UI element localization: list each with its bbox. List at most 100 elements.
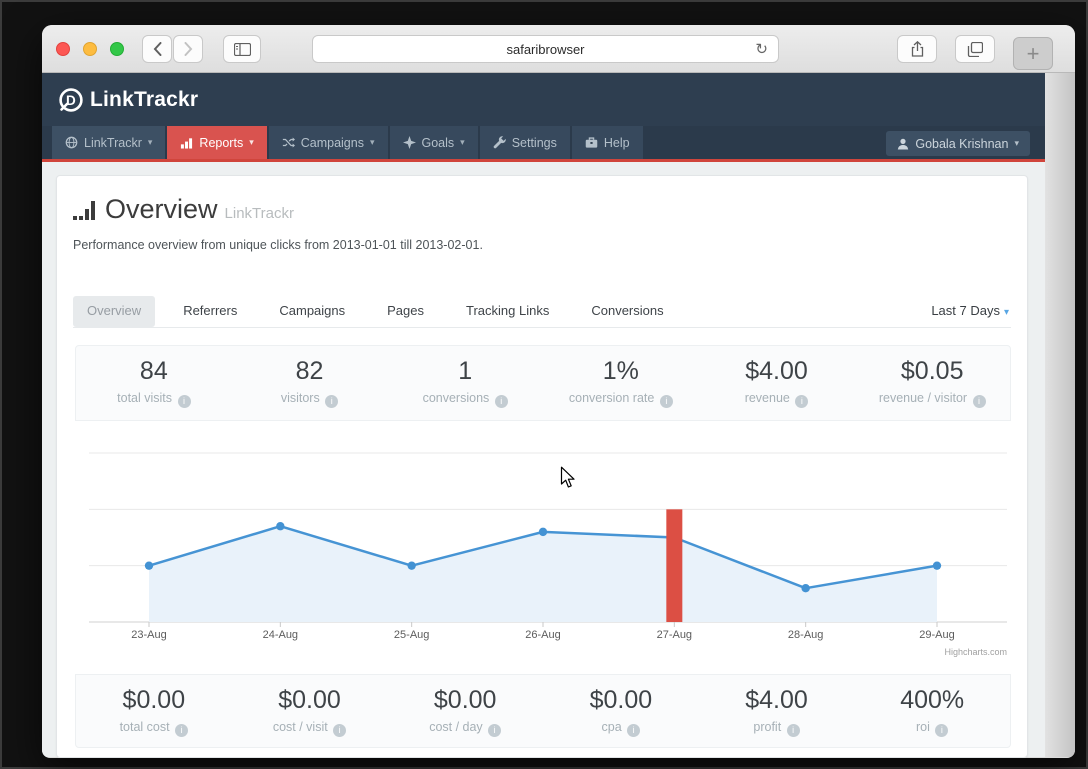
stat-label: visitors i xyxy=(232,391,388,408)
tab-referrers[interactable]: Referrers xyxy=(183,303,238,318)
info-icon[interactable]: i xyxy=(325,395,339,408)
info-icon[interactable]: i xyxy=(935,724,949,737)
browser-window: safaribrowser ↻ + D xyxy=(42,25,1075,758)
stat-value: $0.00 xyxy=(278,686,341,714)
share-button[interactable] xyxy=(897,35,937,63)
stat-cost-visit: $0.00 cost / visit i xyxy=(232,675,388,747)
tab-tracking-links[interactable]: Tracking Links xyxy=(466,303,550,318)
address-bar[interactable]: safaribrowser ↻ xyxy=(312,35,779,63)
mouse-cursor xyxy=(560,466,575,488)
user-icon xyxy=(897,138,909,150)
stats-panel-top: 84 total visits i 82 visitors i 1 conversions… xyxy=(75,345,1011,421)
date-range-dropdown[interactable]: Last 7 Days ▾ xyxy=(931,303,1009,318)
info-icon[interactable]: i xyxy=(488,724,502,737)
stat-total-cost: $0.00 total cost i xyxy=(76,675,232,747)
sidebar-button[interactable] xyxy=(223,35,261,63)
nav-item-label: Settings xyxy=(511,135,557,150)
stat-conversion-rate: 1% conversion rate i xyxy=(543,346,699,420)
info-icon[interactable]: i xyxy=(177,395,191,408)
window-controls xyxy=(56,42,124,56)
svg-text:27-Aug: 27-Aug xyxy=(657,629,692,641)
back-button[interactable] xyxy=(142,35,172,63)
stat-value: 400% xyxy=(900,686,965,714)
stat-value: 1% xyxy=(602,357,639,385)
page-title-suffix: LinkTrackr xyxy=(224,205,294,222)
svg-text:29-Aug: 29-Aug xyxy=(919,629,954,641)
svg-text:D: D xyxy=(66,93,76,108)
stat-profit: $4.00 profit i xyxy=(699,675,855,747)
user-menu[interactable]: Gobala Krishnan ▾ xyxy=(886,131,1030,156)
info-icon[interactable]: i xyxy=(786,724,800,737)
nav-item-settings[interactable]: Settings xyxy=(479,126,570,159)
info-icon[interactable]: i xyxy=(627,724,641,737)
globe-icon xyxy=(65,136,78,149)
overview-chart[interactable]: 23-Aug 24-Aug 25-Aug 26-Aug 27-Aug 28-Aug 29-A… xyxy=(81,427,1013,662)
briefcase-icon xyxy=(585,136,598,149)
show-tabs-button[interactable] xyxy=(955,35,995,63)
main-navbar: LinkTrackr ▾ Reports ▾ Campaigns ▾ Goals ▾ Setti… xyxy=(42,126,1045,162)
info-icon[interactable]: i xyxy=(175,724,189,737)
tab-pages[interactable]: Pages xyxy=(387,303,425,318)
date-range-label: Last 7 Days xyxy=(931,303,1000,318)
info-icon[interactable]: i xyxy=(795,395,809,408)
caret-down-icon: ▾ xyxy=(1003,307,1009,318)
nav-item-linktrackr[interactable]: LinkTrackr ▾ xyxy=(52,126,166,159)
stat-label: revenue i xyxy=(699,391,855,408)
svg-text:26-Aug: 26-Aug xyxy=(525,629,560,641)
close-window-icon[interactable] xyxy=(56,42,70,56)
chevron-left-icon xyxy=(153,42,161,56)
info-icon[interactable]: i xyxy=(972,395,986,408)
stat-label: roi i xyxy=(854,720,1010,737)
nav-item-help[interactable]: Help xyxy=(571,126,643,159)
info-icon[interactable]: i xyxy=(659,395,673,408)
svg-text:23-Aug: 23-Aug xyxy=(131,629,166,641)
stat-label: cpa i xyxy=(543,720,699,737)
stats-panel-bottom: $0.00 total cost i $0.00 cost / visit i $0.0… xyxy=(75,674,1011,748)
forward-button[interactable] xyxy=(173,35,203,63)
stat-revenue: $4.00 revenue i xyxy=(699,346,855,420)
wrench-icon xyxy=(493,136,506,149)
stat-label: total cost i xyxy=(76,720,232,737)
app-logo-text: LinkTrackr xyxy=(90,87,199,111)
nav-item-label: Goals xyxy=(421,135,455,150)
tab-conversions[interactable]: Conversions xyxy=(591,303,664,318)
chevron-right-icon xyxy=(184,42,192,56)
tabs-overview-icon xyxy=(967,41,983,57)
nav-item-goals[interactable]: Goals ▾ xyxy=(389,126,478,159)
shuffle-icon xyxy=(282,136,295,149)
caret-down-icon: ▾ xyxy=(369,137,375,147)
stat-label: conversions i xyxy=(387,391,543,408)
stat-value: $0.00 xyxy=(433,686,497,714)
sidebar-icon xyxy=(233,42,251,56)
tab-overview[interactable]: Overview xyxy=(73,296,156,327)
stat-conversions: 1 conversions i xyxy=(387,346,543,420)
svg-text:25-Aug: 25-Aug xyxy=(394,629,429,641)
minimize-window-icon[interactable] xyxy=(83,42,97,56)
caret-down-icon: ▾ xyxy=(147,137,153,147)
app-logo[interactable]: D LinkTrackr xyxy=(58,87,198,113)
new-tab-button[interactable]: + xyxy=(1013,37,1053,70)
nav-item-label: LinkTrackr xyxy=(84,135,142,150)
tab-campaigns[interactable]: Campaigns xyxy=(279,303,346,318)
app-header: D LinkTrackr xyxy=(42,73,1045,126)
caret-down-icon: ▾ xyxy=(1014,138,1019,148)
stat-value: 1 xyxy=(458,357,473,385)
window-edge-strip xyxy=(1045,73,1075,757)
reload-icon[interactable]: ↻ xyxy=(755,41,768,58)
chart-bars-icon xyxy=(73,201,95,220)
stat-label: revenue / visitor i xyxy=(854,391,1010,408)
stat-value: $0.00 xyxy=(122,686,186,714)
stat-label: total visits i xyxy=(76,391,232,408)
area-chart-svg: 23-Aug 24-Aug 25-Aug 26-Aug 27-Aug 28-Aug 29-A… xyxy=(89,452,1007,657)
info-icon[interactable]: i xyxy=(333,724,347,737)
zoom-window-icon[interactable] xyxy=(110,42,124,56)
page-title-block: Overview LinkTrackr xyxy=(73,194,294,225)
nav-item-reports[interactable]: Reports ▾ xyxy=(167,126,267,159)
info-icon[interactable]: i xyxy=(494,395,508,408)
stat-value: $0.05 xyxy=(900,357,964,385)
stat-total-visits: 84 total visits i xyxy=(76,346,232,420)
nav-item-campaigns[interactable]: Campaigns ▾ xyxy=(268,126,388,159)
page-title: Overview xyxy=(105,194,218,224)
stat-revenue-visitor: $0.05 revenue / visitor i xyxy=(854,346,1010,420)
